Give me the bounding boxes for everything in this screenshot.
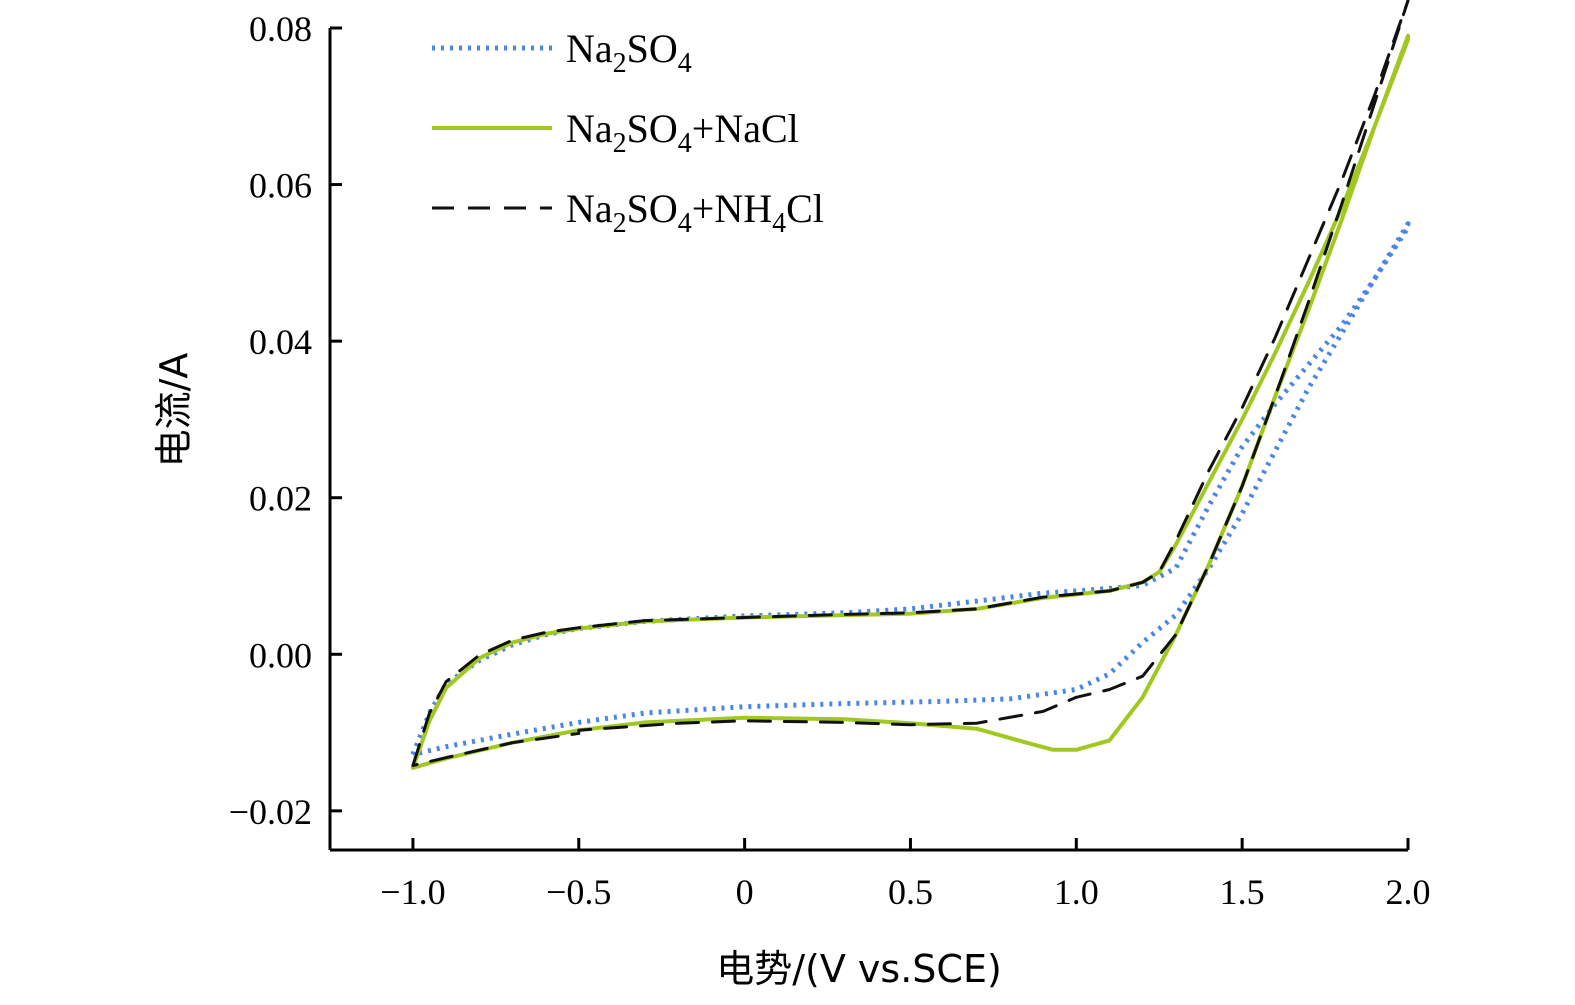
legend-label-0: Na2SO4 (566, 26, 692, 79)
series-line-0 (410, 221, 1411, 757)
y-ticks: −0.02 0.00 0.02 0.04 0.06 0.08 (229, 9, 342, 832)
x-tick-label: 0.5 (888, 872, 933, 912)
y-tick-label: 0.06 (249, 166, 312, 206)
legend: Na2SO4 Na2SO4+NaCl Na2SO4+NH4Cl (432, 26, 824, 239)
x-tick-label: −1.0 (380, 872, 445, 912)
y-tick-label: 0.00 (249, 635, 312, 675)
x-axis-title: 电势/(V vs.SCE) (716, 947, 1002, 991)
x-tick-label: −0.5 (546, 872, 611, 912)
series-layer (410, 0, 1411, 770)
series-line-2 (411, 0, 1410, 767)
series-line-1 (410, 33, 1410, 770)
axes (328, 28, 1408, 852)
x-tick-label: 0 (736, 872, 754, 912)
y-axis-title: 电流/A (152, 353, 196, 468)
legend-label-2: Na2SO4+NH4Cl (566, 186, 824, 239)
x-tick-label: 1.0 (1054, 872, 1099, 912)
y-tick-label: −0.02 (229, 792, 312, 832)
y-tick-label: 0.02 (249, 479, 312, 519)
x-ticks: −1.0 −0.5 0 0.5 1.0 1.5 2.0 (380, 838, 1431, 912)
legend-label-1: Na2SO4+NaCl (566, 106, 799, 159)
y-tick-label: 0.04 (249, 322, 312, 362)
x-tick-label: 1.5 (1220, 872, 1265, 912)
x-tick-label: 2.0 (1386, 872, 1431, 912)
y-tick-label: 0.08 (249, 9, 312, 49)
